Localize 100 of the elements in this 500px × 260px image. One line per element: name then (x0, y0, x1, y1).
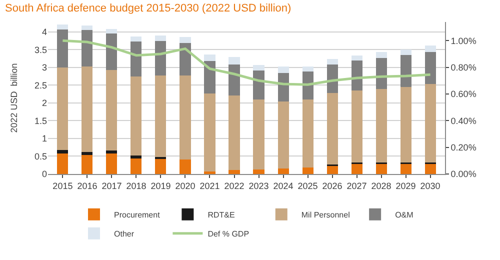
bar (326, 64, 338, 94)
bar (302, 72, 314, 100)
x-tick-label: 2023 (248, 180, 269, 191)
bar (82, 30, 93, 66)
bar (82, 154, 93, 174)
bar (253, 64, 264, 71)
bar (82, 66, 93, 152)
legend-label: Def % GDP (208, 229, 250, 238)
line-series (61, 39, 432, 86)
bar (106, 34, 118, 70)
y-tick-label: 3.5 (34, 44, 47, 55)
bar (376, 164, 387, 174)
bar (155, 40, 166, 76)
x-tick-label: 2029 (396, 180, 416, 191)
bar (424, 163, 436, 174)
y-tick-label: 1 (42, 134, 47, 144)
bar (376, 89, 387, 163)
bar (106, 29, 118, 34)
chart-title: South Africa defence budget 2015-2030 (2022 USD billion) (5, 2, 292, 15)
x-tick-label: 2026 (322, 180, 342, 191)
x-tick-label: 2015 (52, 180, 73, 191)
y2-tick-label: 0.00% (450, 169, 476, 180)
y2-tick-label: 0.40% (450, 116, 476, 126)
bar (57, 24, 68, 30)
x-tick-label: 2025 (298, 180, 318, 191)
x-tick-label: 2022 (224, 180, 244, 191)
bar (351, 55, 362, 61)
bar (106, 153, 118, 174)
bar (180, 76, 191, 160)
bar (204, 61, 216, 94)
bar (253, 70, 264, 100)
y-tick-label: 0 (42, 169, 47, 180)
y2-tick-label: 0.20% (450, 142, 476, 152)
x-tick-label: 2016 (77, 180, 98, 191)
bar (326, 93, 338, 164)
legend-label: RDT&E (208, 210, 235, 220)
bar (57, 150, 68, 154)
y-tick-label: 2 (42, 98, 47, 108)
y-tick-label: 3 (42, 62, 47, 73)
y2-tick-label: 1.00% (450, 36, 476, 46)
bar (278, 102, 289, 169)
bar (82, 26, 93, 30)
x-tick-label: 2024 (273, 180, 294, 191)
bar (106, 150, 118, 154)
x-tick-label: 2030 (420, 180, 440, 191)
bar (155, 36, 166, 41)
bar (228, 96, 240, 170)
bar (57, 153, 68, 174)
bar (302, 66, 314, 72)
bar (130, 158, 142, 174)
y-axis-title: 2022 USD billion (8, 63, 19, 133)
x-tick-label: 2019 (150, 180, 171, 191)
bar (155, 159, 166, 174)
x-tick-label: 2027 (346, 180, 367, 191)
bar (204, 94, 216, 172)
bar (376, 52, 387, 58)
y2-tick-label: 0.60% (450, 89, 476, 100)
legend-label: Mil Personnel (301, 210, 350, 220)
bar (302, 167, 314, 174)
bar (228, 64, 240, 96)
y-tick-label: 0.5 (34, 151, 47, 162)
bar (228, 56, 240, 65)
bar (180, 36, 191, 43)
x-tick-label: 2021 (200, 180, 220, 191)
bar (376, 58, 387, 90)
bar (326, 58, 338, 64)
legend-label: O&M (395, 210, 414, 220)
bar (180, 159, 191, 174)
bar (130, 42, 142, 77)
bar (155, 156, 166, 160)
bar (400, 50, 412, 56)
y-tick-label: 1.5 (34, 116, 47, 126)
bar (424, 84, 436, 162)
bar (130, 156, 142, 159)
bar (302, 99, 314, 168)
bar (351, 60, 362, 91)
bar (400, 163, 412, 174)
bar (400, 86, 412, 162)
bar (106, 70, 118, 151)
x-tick-label: 2028 (371, 180, 392, 191)
bar (57, 67, 68, 150)
bar (278, 72, 289, 102)
y-tick-label: 4 (42, 27, 47, 38)
bar (204, 54, 216, 62)
bar (82, 152, 93, 155)
x-tick-label: 2018 (126, 180, 146, 191)
bar (180, 42, 191, 76)
bar (253, 99, 264, 170)
x-tick-label: 2017 (102, 180, 122, 191)
y2-tick-label: 0.80% (450, 62, 476, 72)
y-tick-label: 2.5 (34, 80, 47, 90)
bar (278, 66, 289, 73)
bar (57, 29, 68, 68)
bar (130, 36, 142, 42)
bar (130, 76, 142, 156)
bar (228, 170, 240, 174)
legend-label: Other (114, 229, 134, 238)
x-tick-label: 2020 (175, 180, 196, 191)
bar (424, 45, 436, 52)
bar (400, 55, 412, 87)
